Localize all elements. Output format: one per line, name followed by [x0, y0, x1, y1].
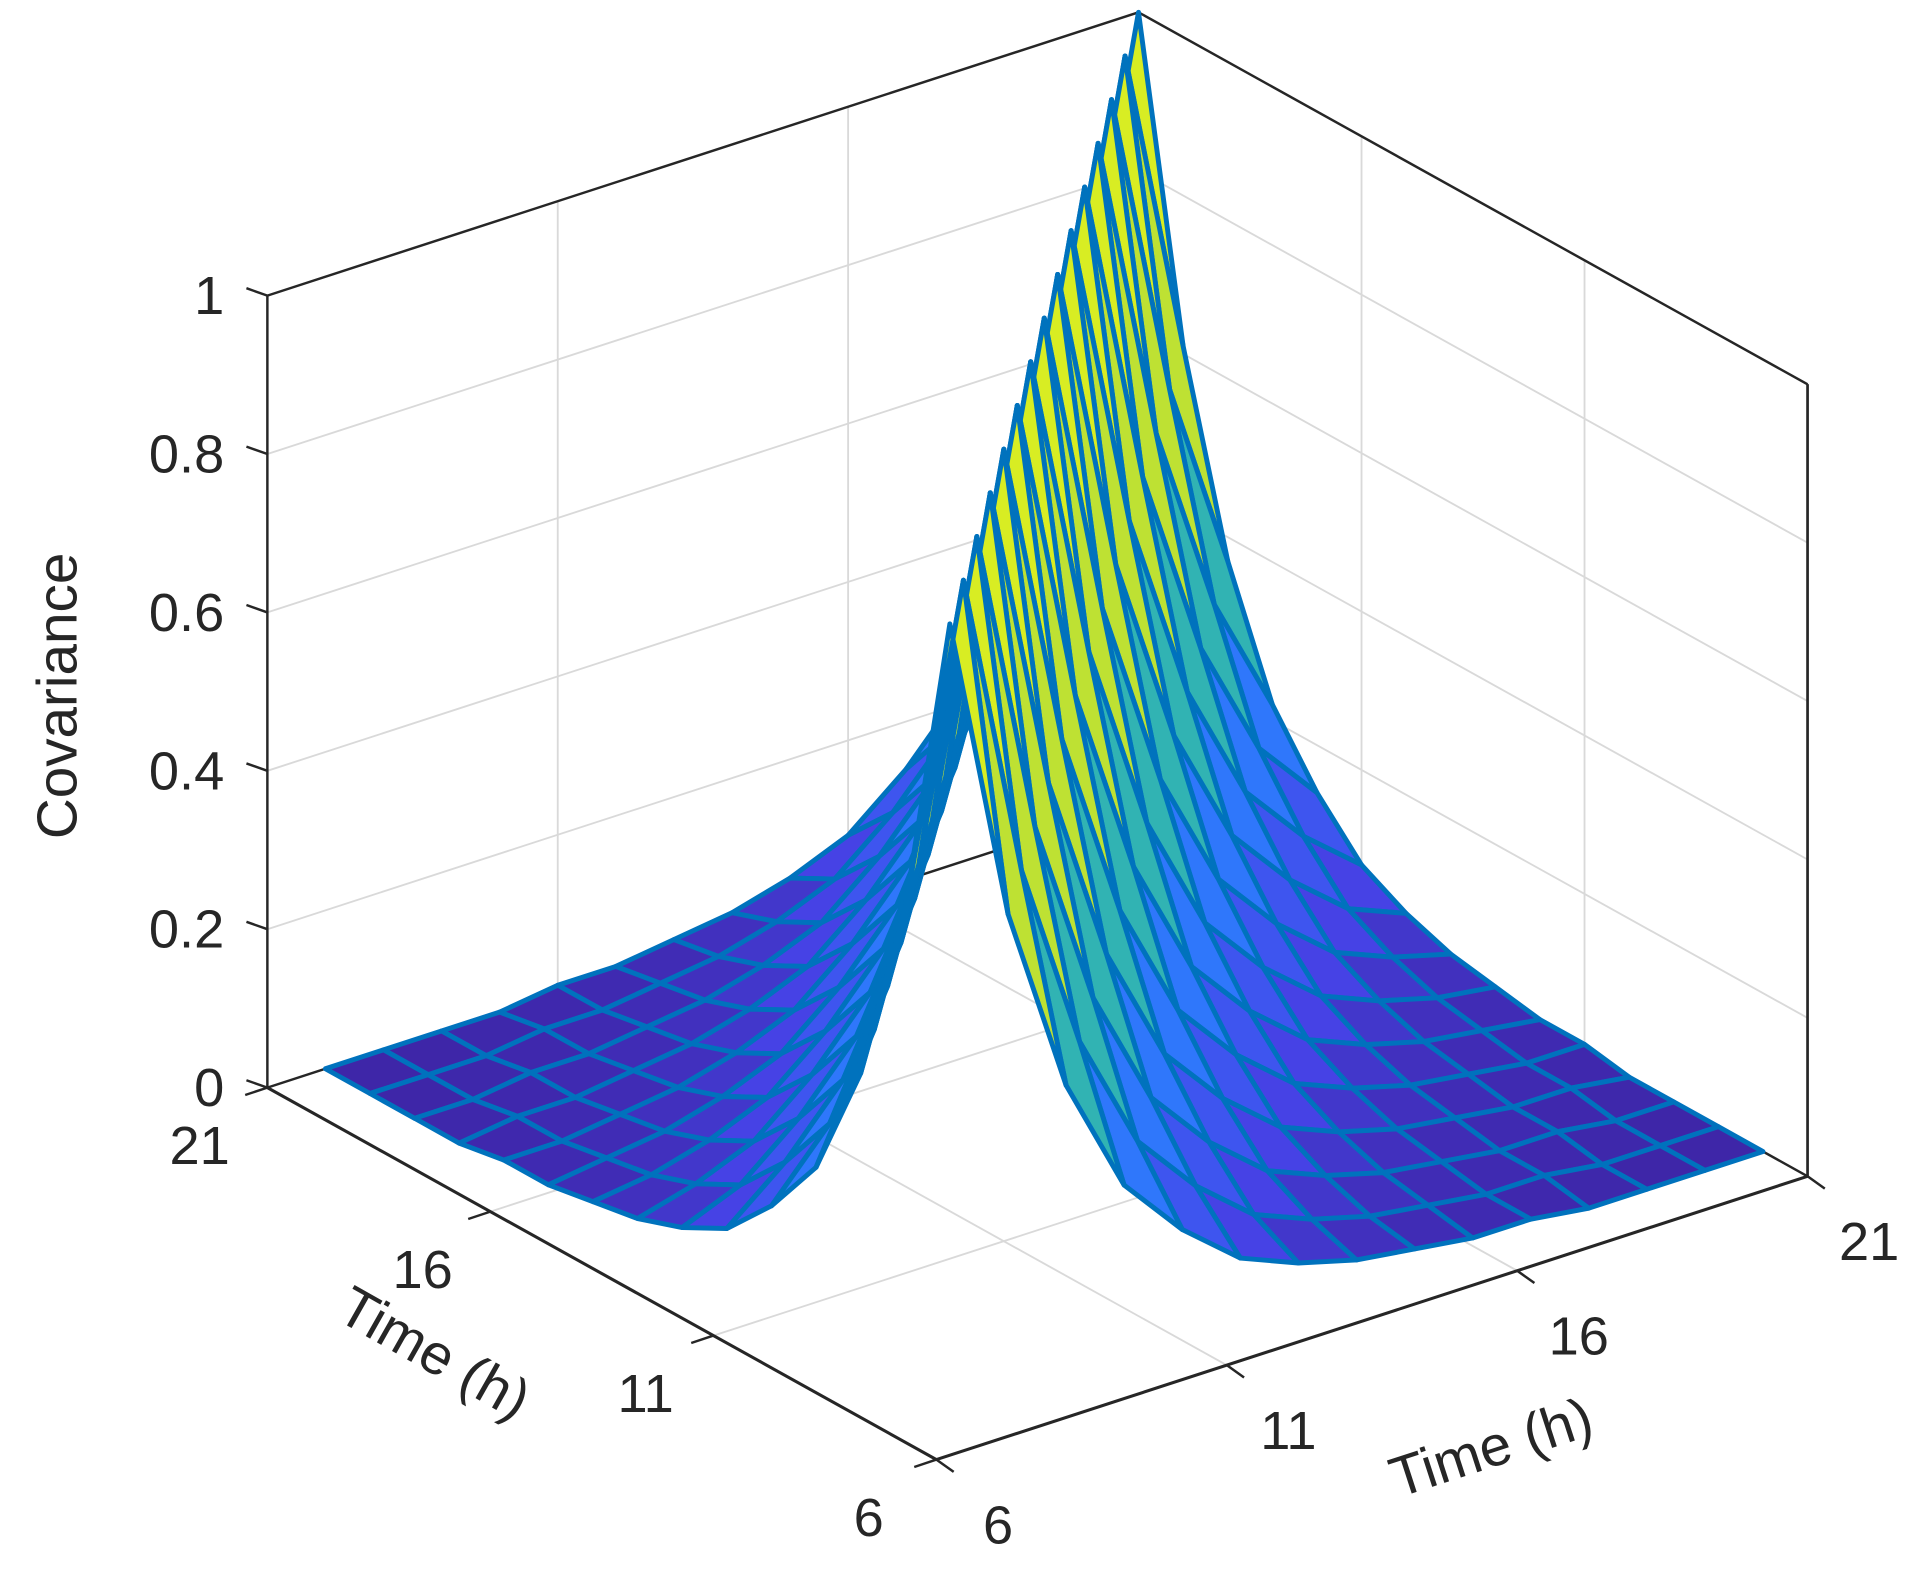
y-tick-label: 11 [1260, 1401, 1316, 1461]
z-axis-label: Covariance [26, 553, 89, 840]
axes-front [244, 287, 1826, 1473]
x-tick [690, 1334, 714, 1345]
z-tick [246, 762, 268, 772]
x-tick [467, 1210, 491, 1221]
y-axis-label: Time (h) [1382, 1386, 1600, 1510]
x-tick [244, 1086, 268, 1097]
z-tick-label: 0.4 [149, 741, 224, 801]
y-tick-label: 21 [1839, 1212, 1899, 1272]
y-tick [1806, 1175, 1826, 1190]
y-tick [1226, 1364, 1245, 1379]
surface [322, 9, 1766, 1266]
z-tick-label: 0.8 [149, 424, 224, 484]
y-axis-line [935, 1174, 1809, 1462]
box-edge [266, 11, 1139, 297]
y-tick [935, 1458, 955, 1473]
z-tick-label: 0.2 [149, 900, 224, 960]
z-tick [246, 1079, 268, 1089]
y-tick-label: 16 [1549, 1306, 1609, 1366]
z-tick [246, 603, 268, 614]
x-tick-label: 11 [618, 1364, 674, 1424]
z-tick [246, 920, 268, 931]
z-tick [246, 445, 268, 456]
x-axis-line [266, 1086, 938, 1461]
gridline-z [267, 169, 1139, 455]
box-edge [1137, 11, 1809, 386]
z-tick-label: 0 [194, 1058, 224, 1118]
x-tick [913, 1458, 937, 1469]
gridline-z [1138, 328, 1809, 702]
z-tick-label: 1 [194, 266, 224, 326]
surface-face [902, 577, 1011, 917]
x-tick-label: 6 [854, 1488, 884, 1548]
x-tick-label: 21 [169, 1116, 229, 1176]
y-tick-label: 6 [983, 1495, 1013, 1555]
z-tick-label: 0.6 [149, 583, 224, 643]
y-tick [1516, 1269, 1536, 1285]
gridline-z [1138, 169, 1809, 544]
gridline-z [1138, 486, 1809, 861]
gridline-z [267, 328, 1139, 614]
x-tick-label: 16 [392, 1240, 452, 1300]
z-tick [246, 287, 268, 297]
